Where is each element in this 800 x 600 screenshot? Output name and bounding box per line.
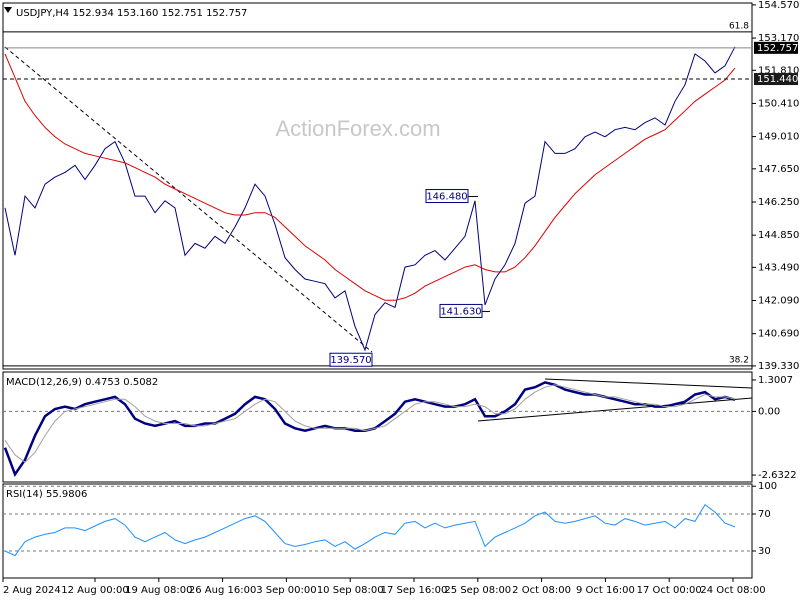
x-tick-label: 10 Sep 08:00 <box>317 585 384 596</box>
y-tick-label: 153.170 <box>758 33 799 44</box>
annotation-label: 139.570 <box>330 355 371 366</box>
y-tick-label: 154.570 <box>758 0 799 11</box>
x-tick-label: 26 Aug 16:00 <box>189 585 256 596</box>
annotation-box <box>329 352 373 367</box>
y-tick-label: 150.410 <box>758 98 799 109</box>
y-tick-label: 142.090 <box>758 296 799 307</box>
y-tick-label: -2.6322 <box>758 470 797 481</box>
price-label-box <box>754 73 798 86</box>
y-tick-label: 147.650 <box>758 164 799 175</box>
trend-line <box>4 46 373 353</box>
y-tick-label: 151.810 <box>758 65 799 76</box>
x-tick-label: 12 Aug 00:00 <box>61 585 128 596</box>
fib-label: 61.8 <box>729 21 749 31</box>
x-tick-label: 19 Aug 08:00 <box>125 585 192 596</box>
y-tick-label: 144.850 <box>758 230 799 241</box>
annotation-label: 141.630 <box>440 306 481 317</box>
panel-frame <box>2 2 753 370</box>
y-tick-label: 140.690 <box>758 329 799 340</box>
y-tick-label: 143.490 <box>758 262 799 273</box>
panel-title: USDJPY,H4 152.934 153.160 152.751 152.75… <box>16 8 247 19</box>
series-line <box>4 46 736 352</box>
y-tick-label: 70 <box>758 509 771 520</box>
x-tick-label: 24 Oct 08:00 <box>700 585 765 596</box>
series-line <box>4 503 736 557</box>
panel-frame <box>2 483 753 579</box>
y-tick-label: 149.010 <box>758 132 799 143</box>
y-tick-label: 100 <box>758 481 777 492</box>
series-line <box>4 384 736 463</box>
x-tick-label: 25 Sep 08:00 <box>444 585 511 596</box>
annotation-box <box>425 189 469 204</box>
trend-line <box>477 397 753 422</box>
trend-line <box>544 378 753 389</box>
x-tick-label: 2 Aug 2024 <box>3 585 61 596</box>
y-tick-label: 1.3007 <box>758 375 793 386</box>
price-label: 151.440 <box>757 74 798 85</box>
price-label: 152.757 <box>757 43 798 54</box>
watermark: ActionForex.com <box>275 116 440 141</box>
y-tick-label: 146.250 <box>758 197 799 208</box>
y-tick-label: 139.330 <box>758 361 799 372</box>
x-tick-label: 3 Sep 00:00 <box>256 585 316 596</box>
x-tick-label: 17 Oct 00:00 <box>637 585 702 596</box>
panel-frame <box>2 371 753 483</box>
series-line <box>4 53 736 301</box>
x-tick-label: 9 Oct 16:00 <box>576 585 635 596</box>
panel-title: RSI(14) 55.9806 <box>6 489 87 500</box>
price-label-box <box>754 41 798 54</box>
annotation-box <box>439 303 483 318</box>
fib-label: 38.2 <box>729 355 749 365</box>
y-tick-label: 30 <box>758 546 771 557</box>
x-tick-label: 2 Oct 08:00 <box>512 585 571 596</box>
x-tick-label: 17 Sep 16:00 <box>381 585 448 596</box>
panel-title: MACD(12,26,9) 0.4753 0.5082 <box>6 377 158 388</box>
y-tick-label: 0.00 <box>758 406 780 417</box>
menu-arrow <box>4 7 12 13</box>
annotation-label: 146.480 <box>426 192 467 203</box>
